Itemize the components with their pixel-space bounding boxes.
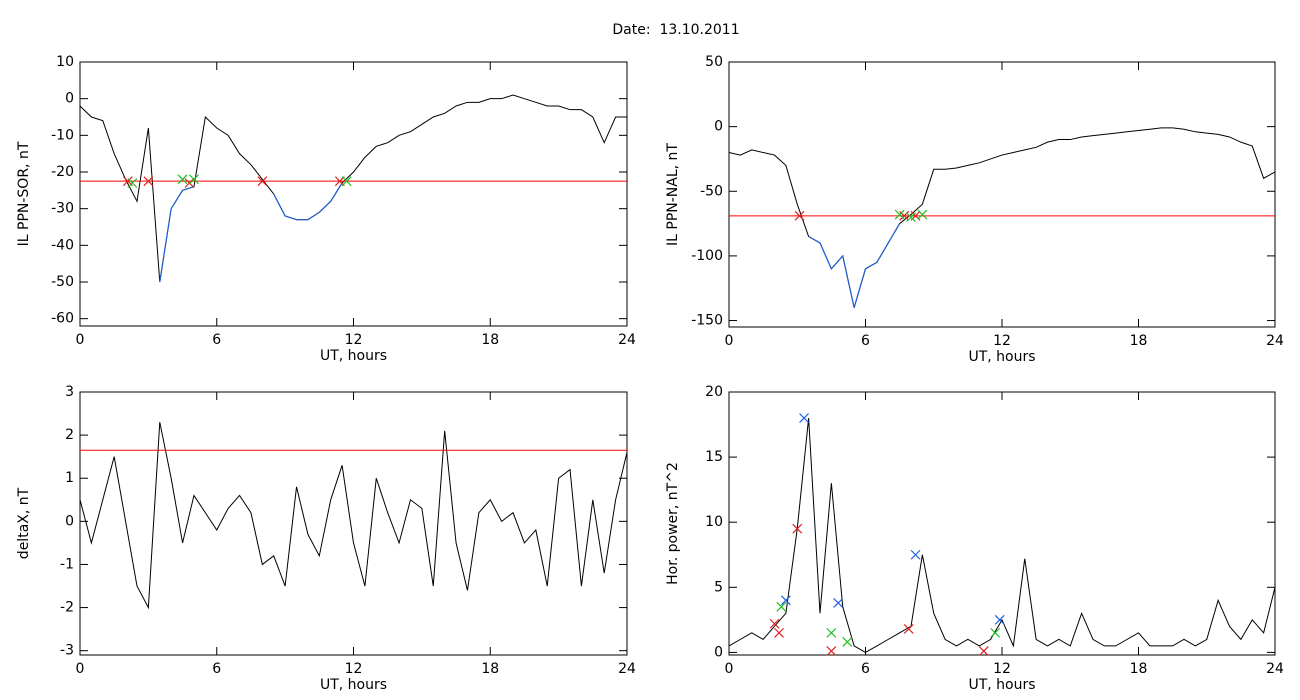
marker	[917, 209, 928, 220]
marker	[792, 523, 803, 534]
y-tick-label: -10	[51, 127, 74, 143]
marker	[826, 627, 837, 638]
marker	[990, 627, 1001, 638]
y-tick-label: -50	[51, 274, 74, 290]
y-tick-label: -30	[51, 201, 74, 217]
x-tick-label: 0	[725, 661, 734, 677]
y-tick-label: 0	[714, 644, 723, 660]
x-tick-label: 12	[345, 332, 363, 348]
x-tick-label: 24	[1266, 661, 1284, 677]
marker	[127, 178, 138, 188]
below-line	[273, 182, 343, 221]
x-tick-label: 6	[212, 661, 221, 677]
x-tick-label: 24	[618, 661, 636, 677]
marker	[794, 210, 805, 221]
y-axis-label: Hor. power, nT^2	[665, 462, 681, 585]
x-tick-label: 24	[1266, 333, 1284, 349]
data-line	[728, 417, 1276, 653]
marker	[799, 413, 809, 423]
x-tick-label: 18	[1130, 333, 1148, 349]
x-axis-label: UT, hours	[320, 348, 387, 364]
y-tick-label: -150	[691, 313, 723, 329]
y-tick-label: 1	[65, 470, 74, 486]
below-line	[159, 186, 195, 283]
marker	[994, 614, 1005, 625]
y-tick-label: 10	[705, 514, 723, 530]
marker	[177, 174, 188, 185]
marker	[257, 176, 268, 187]
y-tick-label: -50	[700, 183, 723, 199]
x-tick-label: 0	[725, 333, 734, 349]
below-line	[808, 223, 901, 308]
y-tick-label: -40	[51, 237, 74, 253]
x-axis-label: UT, hours	[968, 677, 1035, 693]
marker	[189, 174, 199, 185]
marker	[341, 176, 352, 187]
marker	[894, 209, 905, 220]
marker	[780, 595, 791, 606]
figure-title: Date: 13.10.2011	[612, 22, 739, 38]
x-tick-label: 0	[76, 332, 85, 348]
marker	[833, 597, 844, 608]
x-tick-label: 0	[76, 661, 85, 677]
marker	[826, 646, 837, 657]
marker	[842, 637, 853, 647]
marker	[978, 646, 989, 657]
y-tick-label: 0	[714, 119, 723, 135]
x-tick-label: 24	[618, 332, 636, 348]
y-tick-label: 3	[65, 384, 74, 400]
y-tick-label: -20	[51, 164, 74, 180]
x-tick-label: 6	[861, 333, 870, 349]
x-tick-label: 12	[345, 661, 363, 677]
y-tick-label: 0	[65, 91, 74, 107]
marker	[769, 618, 780, 629]
marker	[776, 601, 787, 612]
marker	[184, 178, 195, 188]
y-tick-label: 0	[65, 513, 74, 529]
x-tick-label: 6	[861, 661, 870, 677]
marker	[906, 212, 916, 223]
y-tick-label: 2	[65, 427, 74, 443]
marker	[143, 176, 154, 187]
x-tick-label: 18	[481, 661, 499, 677]
plot-frame	[79, 61, 628, 327]
x-axis-label: UT, hours	[968, 349, 1035, 365]
data-line	[79, 94, 627, 283]
y-tick-label: 5	[714, 579, 723, 595]
y-axis-label: deltaX, nT	[16, 487, 32, 559]
data-line	[79, 422, 628, 610]
marker	[903, 624, 914, 634]
plot-frame	[728, 61, 1276, 328]
data-line	[728, 127, 1276, 308]
y-tick-label: -2	[60, 600, 74, 616]
y-tick-label: -100	[691, 248, 723, 264]
x-axis-label: UT, hours	[320, 677, 387, 693]
y-tick-label: -1	[60, 556, 74, 572]
plot-frame	[728, 391, 1276, 656]
y-tick-label: 20	[705, 384, 723, 400]
marker	[910, 549, 921, 560]
y-tick-label: 50	[705, 54, 723, 70]
y-tick-label: 15	[705, 449, 723, 465]
y-tick-label: 10	[56, 54, 74, 70]
x-tick-label: 12	[993, 333, 1011, 349]
y-tick-label: -3	[60, 643, 74, 659]
x-tick-label: 12	[993, 661, 1011, 677]
y-axis-label: IL PPN-SOR, nT	[16, 141, 32, 246]
y-tick-label: -60	[51, 311, 74, 327]
y-axis-label: IL PPN-NAL, nT	[665, 143, 681, 246]
x-tick-label: 6	[212, 332, 221, 348]
marker	[774, 627, 784, 638]
x-tick-label: 18	[481, 332, 499, 348]
x-tick-label: 18	[1130, 661, 1148, 677]
